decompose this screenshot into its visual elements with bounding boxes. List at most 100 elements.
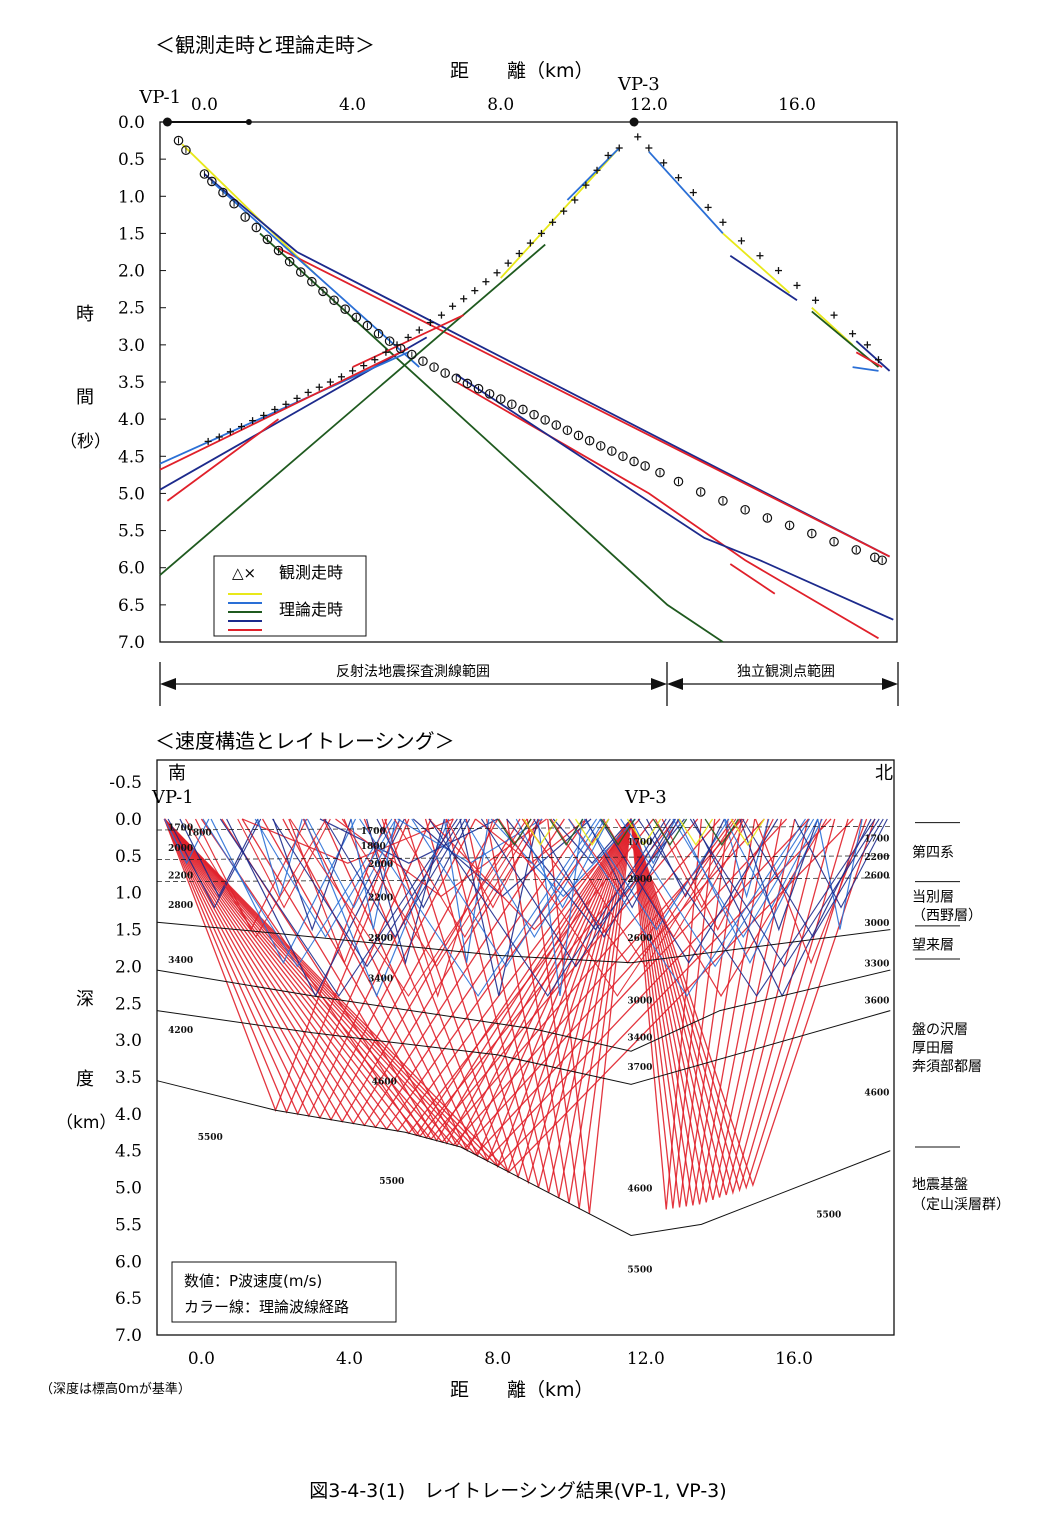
theory-line-yellow [722,232,791,294]
theory-line-navy [159,336,428,491]
formation-label: 第四系 [912,844,954,861]
bottom-x-tick-label: 0.0 [188,1349,215,1369]
bottom-y-tick-label: 6.0 [115,1252,142,1272]
ray-path [630,818,716,1209]
top-x-tick-label: 0.0 [191,95,218,115]
theory-line-red [278,247,891,558]
velocity-label: 2000 [627,875,652,885]
observed-point-vp1 [295,267,306,277]
ray-path [272,818,462,968]
top-shot-label: VP-3 [617,74,660,95]
top-xlabel: 距 離（km） [450,60,594,82]
bottom-x-tick-label: 16.0 [775,1349,813,1369]
observed-point-vp1 [562,425,573,436]
observed-point-vp1 [251,222,262,233]
observed-point-vp1 [529,409,539,420]
velocity-label: 5500 [379,1177,404,1187]
observed-point-vp1 [484,389,495,399]
top-y-tick-label: 3.5 [118,373,145,393]
ray-path [202,818,393,968]
bottom-y-tick-label: 5.0 [115,1179,142,1199]
velocity-label: 1700 [627,838,652,848]
bottom-legend-line1: 数値：P波速度(m/s) [184,1272,322,1290]
formation-label: 望来層 [912,937,954,953]
velocity-label: 5500 [627,1266,652,1276]
velocity-label: 3000 [627,997,652,1007]
ray-path [359,818,598,997]
ray-path [241,818,454,864]
bottom-y-tick-label: 1.0 [115,884,142,904]
bottom-xlabel: 距 離（km） [450,1379,594,1401]
observed-point-vp1 [740,504,750,515]
velocity-label: 3400 [627,1033,652,1043]
observed-point-vp1 [618,451,628,462]
velocity-label: 3400 [368,974,393,984]
theory-line-red [166,418,280,502]
shot-point-marker [629,117,639,127]
ray-path [704,818,739,846]
velocity-label: 3700 [627,1063,652,1073]
velocity-label: 2200 [864,853,889,863]
ray-path [428,818,667,997]
observed-point-vp1 [373,328,384,339]
ray-path [550,818,741,968]
formation-label: 奔須部都層 [912,1059,982,1075]
layer-boundary [156,825,891,831]
ray-path [381,818,494,998]
observed-point-vp1 [362,320,373,331]
velocity-label: 3000 [864,919,889,929]
ray-path [620,818,811,968]
ray-path [523,818,558,846]
layer-boundary [156,921,891,964]
ray-path [185,818,327,938]
ray-path [533,818,675,938]
bottom-plot-frame [156,759,895,1336]
travel-time-chart: ＜観測走時と理論走時＞ 距 離（km） 0.0 4.0 8.0 12.0 16.0 0.… [60,33,899,706]
ray-path [237,818,331,909]
bottom-x-tick-label: 4.0 [336,1349,363,1369]
ray-path [254,818,397,938]
theory-line-yellow [181,143,317,275]
velocity-label: 1700 [361,827,386,837]
observed-point-vp1 [507,399,517,410]
bottom-y-tick-label: 3.5 [115,1068,142,1088]
ray-path [272,818,352,932]
top-y-tick-label: 0.0 [118,113,145,133]
ray-path [475,818,587,864]
bottom-y-tick-label: 4.0 [115,1105,142,1125]
top-y-tick-label: 6.0 [118,559,145,579]
velocity-label: 5500 [816,1210,841,1220]
bottom-y-tick-label: 7.0 [115,1326,142,1346]
top-observed-points [173,133,887,566]
top-y-tick-label: 1.0 [118,187,145,207]
ray-path [585,818,679,909]
bottom-shot-label-vp3: VP-3 [624,787,667,808]
velocity-label: 5500 [198,1133,223,1143]
formation-label: 地震基盤 [912,1176,968,1193]
ray-path [678,818,714,846]
ray-path [637,818,876,997]
velocity-label: 1800 [187,829,212,839]
ray-path [568,818,806,997]
bottom-y-tick-label: -0.5 [109,773,142,793]
ray-path [537,818,583,996]
theory-line-red [159,347,409,471]
legend-theory-label: 理論走時 [279,600,343,619]
ray-path [463,818,606,938]
layer-boundary [156,877,891,882]
layer-boundary [156,1080,891,1237]
ray-path [794,818,888,909]
bottom-x-tick-label: 8.0 [484,1349,511,1369]
top-ylabel-char-2: 間 [76,387,94,408]
top-y-tick-label: 0.5 [118,150,145,170]
velocity-label: 2000 [168,844,193,854]
top-theory-lines [159,143,894,643]
top-y-tick-label: 4.0 [118,410,145,430]
bottom-legend: 数値：P波速度(m/s) カラー線：理論波線経路 [171,1261,397,1323]
velocity-label: 4600 [372,1078,397,1088]
observed-point-vp1 [718,496,728,506]
velocity-label: 4600 [864,1089,889,1099]
bottom-y-tick-label: 4.5 [115,1142,142,1162]
top-legend: △× 観測走時 理論走時 [213,555,367,637]
